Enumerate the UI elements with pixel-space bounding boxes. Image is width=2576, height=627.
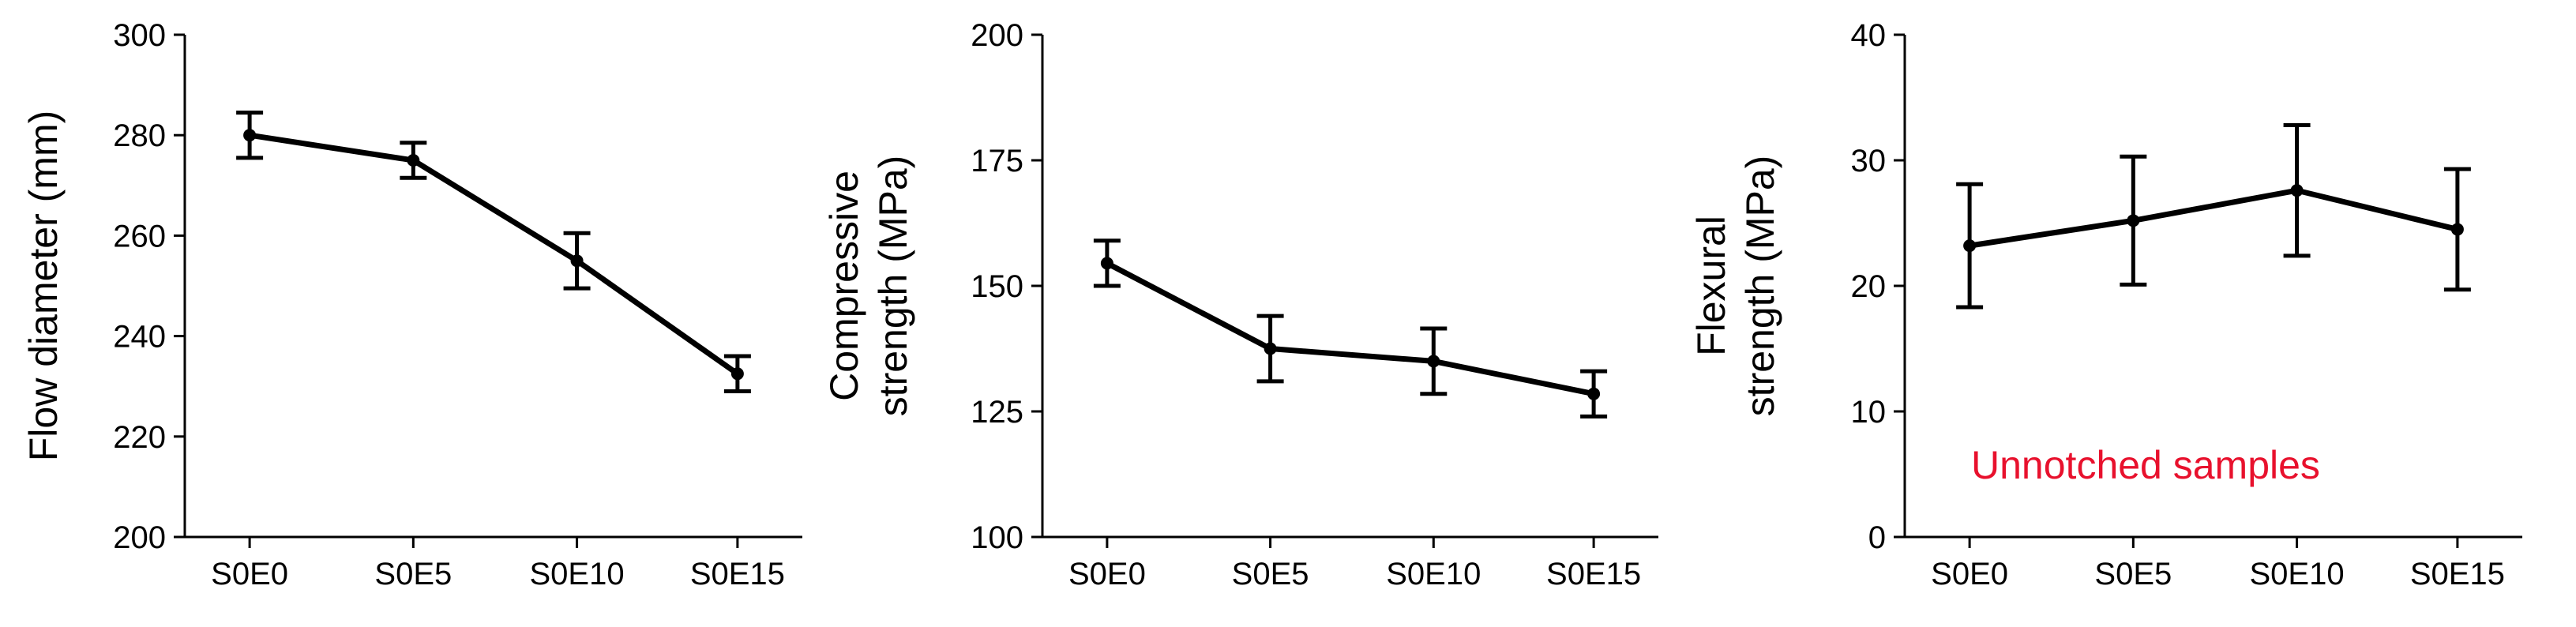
series-line [1969, 187, 2458, 249]
y-axis-title: Flexural strength (MPa) [1689, 156, 1782, 417]
x-tick-label: S0E5 [374, 557, 452, 591]
y-tick-label: 200 [971, 18, 1023, 53]
x-tick-label: S0E10 [2250, 557, 2345, 591]
y-tick-label: 0 [1868, 520, 1886, 555]
y-tick-label: 300 [113, 18, 166, 53]
chart-panel-1: 200 220 240 260 280 300 S0E0 S0E5 S0E10 S0E15 Flow… [21, 18, 802, 591]
data-point [243, 129, 257, 142]
y-axis-title-line: strength (MPa) [871, 156, 915, 417]
y-axis-title-line: Compressive [822, 171, 866, 401]
y-tick-label: 150 [971, 269, 1023, 304]
annotation-label: Unnotched samples [1971, 443, 2320, 487]
x-tick-label: S0E10 [1386, 557, 1481, 591]
y-axis-title-line: Flexural [1689, 216, 1733, 356]
x-tick-label: S0E15 [690, 557, 785, 591]
x-tick-label: S0E5 [1232, 557, 1309, 591]
y-tick-label: 125 [971, 395, 1023, 430]
data-point [730, 367, 744, 381]
data-point [407, 154, 420, 167]
data-point [1587, 387, 1601, 400]
data-point [1100, 257, 1113, 270]
x-tick-label: S0E5 [2094, 557, 2172, 591]
y-tick-label: 280 [113, 118, 166, 153]
x-tick-label: S0E0 [211, 557, 288, 591]
data-point [1427, 355, 1440, 368]
x-tick-label: S0E10 [530, 557, 625, 591]
y-axis-title: Compressive strength (MPa) [822, 156, 915, 417]
y-axis-title: Flow diameter (mm) [21, 111, 66, 461]
y-tick-label: 200 [113, 520, 166, 555]
y-tick-label: 260 [113, 219, 166, 253]
series-line [1106, 261, 1594, 397]
data-point [1963, 239, 1977, 253]
y-tick-label: 175 [971, 144, 1023, 178]
data-point [2290, 184, 2304, 197]
y-tick-label: 240 [113, 320, 166, 355]
chart-panel-3: 0 10 20 30 40 S0E0 S0E5 S0E10 S0E15 Flexural stren… [1689, 18, 2522, 591]
y-axis-title-line: Flow diameter (mm) [21, 111, 66, 461]
data-point [1264, 342, 1277, 355]
x-tick-label: S0E0 [1931, 557, 2008, 591]
series-line [249, 132, 739, 377]
y-tick-label: 100 [971, 520, 1023, 555]
y-axis-title-line: strength (MPa) [1738, 156, 1782, 417]
y-tick-label: 40 [1851, 18, 1887, 53]
x-tick-label: S0E0 [1068, 557, 1146, 591]
y-tick-label: 10 [1851, 395, 1887, 430]
data-point [570, 254, 584, 268]
x-tick-label: S0E15 [2410, 557, 2505, 591]
x-tick-label: S0E15 [1546, 557, 1641, 591]
y-tick-label: 30 [1851, 144, 1887, 178]
data-point [2450, 223, 2464, 236]
y-tick-label: 20 [1851, 269, 1887, 304]
y-tick-label: 220 [113, 420, 166, 455]
chart-panel-2: 100 125 150 175 200 S0E0 S0E5 S0E10 S0E15 Compres… [822, 18, 1658, 591]
data-point [2127, 214, 2140, 227]
